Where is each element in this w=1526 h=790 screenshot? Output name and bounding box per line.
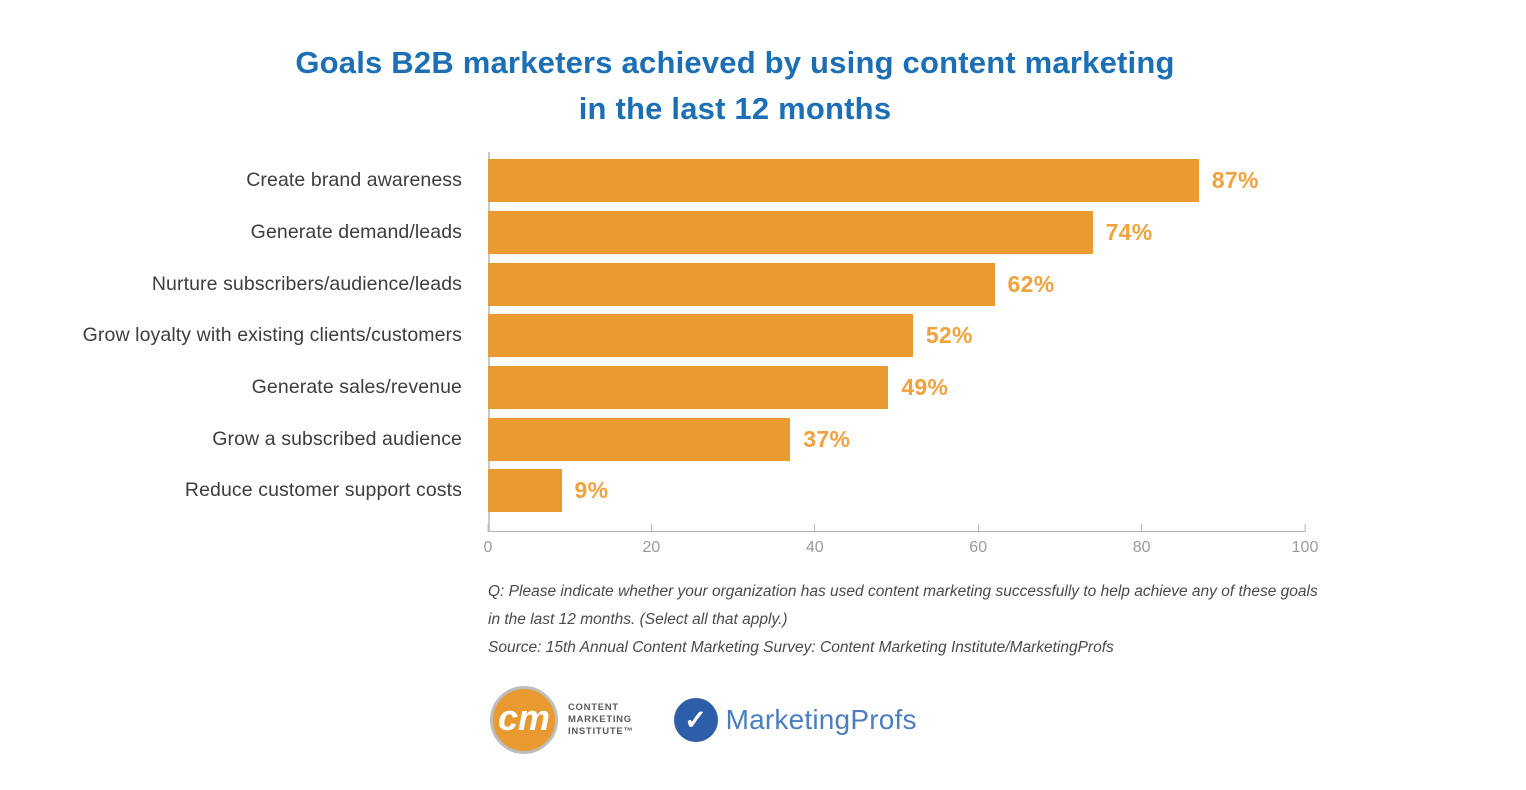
bar-track: 9% [488, 469, 1305, 513]
value-label: 37% [803, 425, 851, 452]
footnotes: Q: Please indicate whether your organiza… [488, 578, 1388, 662]
x-axis-tick: 100 [1291, 523, 1319, 557]
bar-row: Grow loyalty with existing clients/custo… [33, 310, 1305, 362]
bar-row: Grow a subscribed audience 37% [33, 413, 1305, 465]
x-axis-tick: 0 [483, 523, 493, 557]
cmi-logo-text-line1: CONTENT [568, 702, 619, 713]
x-axis-tick-label: 40 [805, 538, 824, 556]
bar-row: Reduce customer support costs 9% [33, 465, 1305, 517]
cmi-logo-text-line2: MARKETING [568, 714, 632, 725]
bar [488, 366, 889, 410]
category-label: Generate sales/revenue [251, 376, 462, 399]
value-label: 62% [1007, 270, 1055, 297]
x-axis-tick: 40 [805, 523, 824, 557]
bar-row: Generate sales/revenue 49% [33, 362, 1305, 414]
x-axis-tick-label: 0 [483, 538, 493, 556]
x-axis-tick-mark [487, 523, 489, 532]
bar-track: 52% [488, 314, 1305, 358]
cmi-logo-text-line3: INSTITUTE™ [568, 726, 634, 737]
bar-chart: Create brand awareness 87% Generate demand… [33, 152, 1318, 573]
footnote-question-line1: Q: Please indicate whether your organiza… [488, 583, 1318, 600]
chart-title: Goals B2B marketers achieved by using co… [0, 40, 1470, 132]
bar [488, 417, 791, 461]
x-axis-tick-mark [977, 523, 979, 532]
x-axis: 0 20 40 60 80 100 [484, 523, 1318, 573]
value-label: 74% [1105, 219, 1153, 246]
value-label: 52% [925, 322, 973, 349]
bar-rows: Create brand awareness 87% Generate demand… [33, 152, 1305, 531]
x-axis-tick-mark [1304, 523, 1306, 532]
x-axis-tick-mark [650, 523, 652, 532]
logos-row: cm CONTENT MARKETING INSTITUTE™ ✓ Market… [490, 686, 917, 754]
chart-title-line1: Goals B2B marketers achieved by using co… [295, 45, 1175, 80]
value-label: 49% [901, 374, 949, 401]
bar-track: 37% [488, 417, 1305, 461]
x-axis-tick-mark [814, 523, 816, 532]
bar-row: Generate demand/leads 74% [33, 207, 1305, 259]
category-label: Create brand awareness [246, 169, 462, 192]
x-axis-tick: 80 [1132, 523, 1151, 557]
chart-title-line2: in the last 12 months [578, 91, 892, 126]
x-axis-tick: 20 [642, 523, 661, 557]
bar-row: Create brand awareness 87% [33, 155, 1305, 207]
category-label: Grow a subscribed audience [212, 427, 462, 450]
x-axis-tick-label: 20 [642, 538, 661, 556]
marketingprofs-check-icon: ✓ [673, 698, 718, 742]
category-label: Generate demand/leads [250, 221, 462, 244]
x-axis-tick: 60 [969, 523, 988, 557]
x-axis-tick-label: 80 [1132, 538, 1151, 556]
bar-track: 87% [488, 159, 1305, 203]
cmi-logo-text: CONTENT MARKETING INSTITUTE™ [568, 702, 634, 738]
category-label: Grow loyalty with existing clients/custo… [82, 324, 462, 347]
bar-track: 74% [488, 211, 1305, 255]
bar-row: Nurture subscribers/audience/leads 62% [33, 258, 1305, 310]
value-label: 9% [574, 477, 609, 504]
cmi-logo: cm CONTENT MARKETING INSTITUTE™ [490, 686, 634, 754]
category-label: Reduce customer support costs [184, 479, 462, 502]
footnote-question-line2: in the last 12 months. (Select all that … [488, 611, 788, 628]
bar [488, 211, 1093, 255]
category-label: Nurture subscribers/audience/leads [151, 272, 462, 295]
bar-track: 62% [488, 262, 1305, 306]
footnote-source: Source: 15th Annual Content Marketing Su… [488, 639, 1114, 656]
bar [488, 469, 562, 513]
bar [488, 314, 913, 358]
x-axis-tick-mark [1141, 523, 1143, 532]
value-label: 87% [1211, 167, 1259, 194]
x-axis-tick-label: 100 [1291, 538, 1319, 556]
bar [488, 262, 995, 306]
marketingprofs-logo-text: MarketingProfs [725, 704, 917, 735]
bar-track: 49% [488, 366, 1305, 410]
bar [488, 159, 1199, 203]
x-axis-tick-label: 60 [969, 538, 988, 556]
cmi-logo-icon: cm [490, 686, 558, 754]
marketingprofs-logo: ✓ MarketingProfs [673, 698, 917, 742]
